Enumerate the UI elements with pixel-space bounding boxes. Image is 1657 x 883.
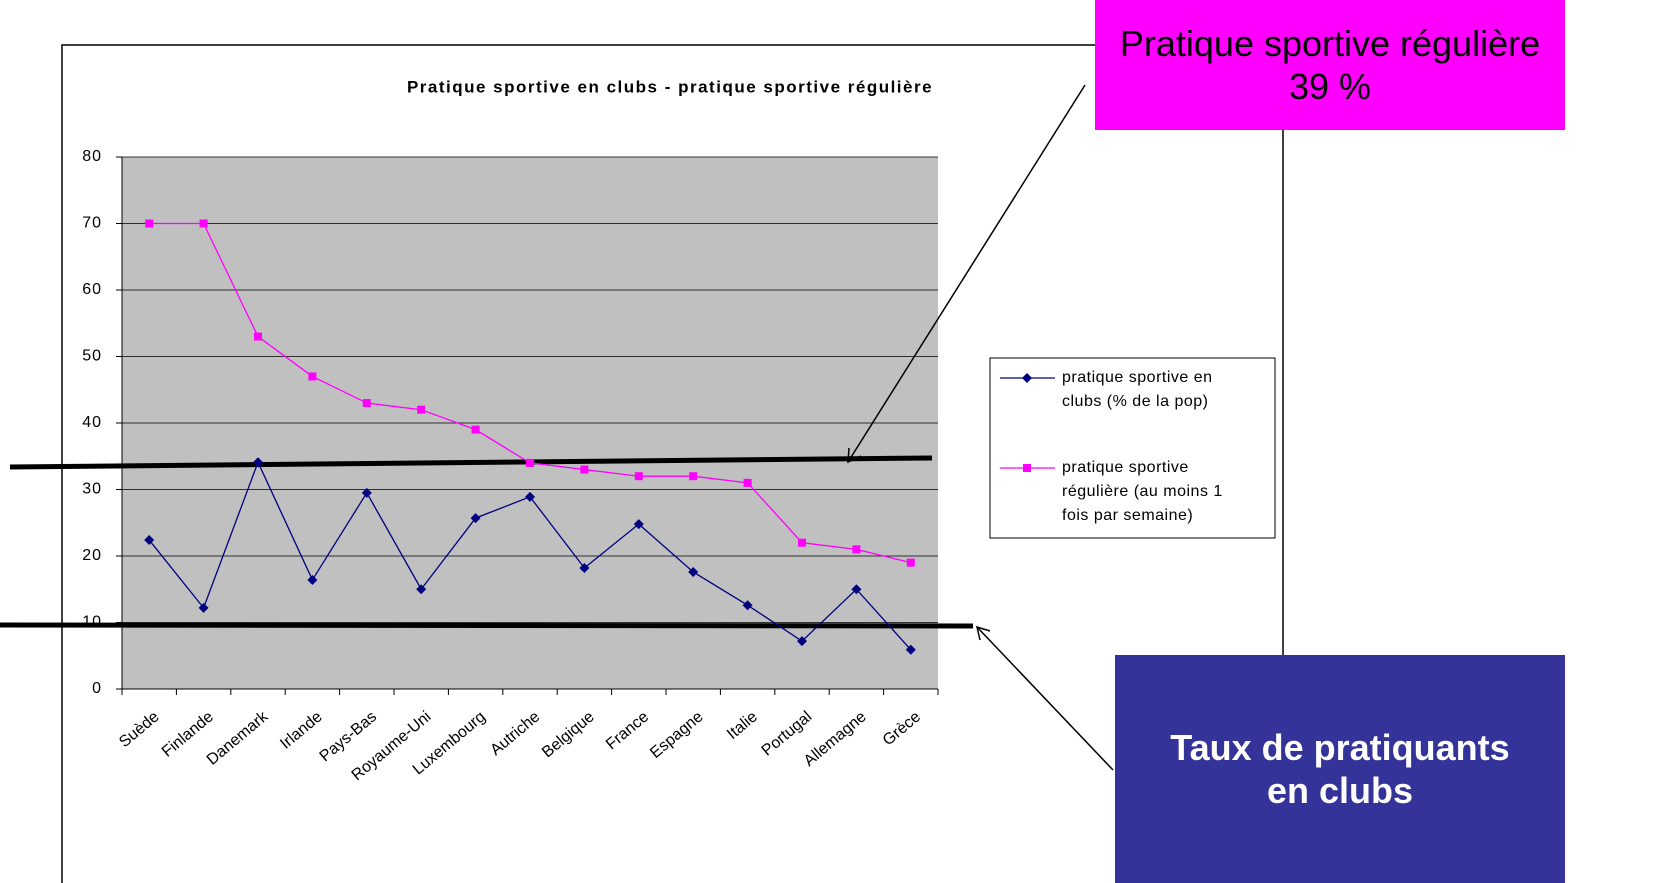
annotation: Pratique sportive régulière 39 % <box>1095 0 1565 130</box>
marker <box>253 457 263 468</box>
reference-line <box>9 455 933 470</box>
marker <box>470 513 481 524</box>
y-tick-label: 80 <box>82 148 102 165</box>
y-tick-label: 70 <box>82 215 102 232</box>
marker <box>525 491 535 502</box>
y-tick-label: 0 <box>92 680 102 697</box>
marker <box>471 425 480 434</box>
marker <box>307 574 318 585</box>
reference-line <box>0 622 974 629</box>
marker <box>633 519 644 530</box>
marker <box>416 584 427 595</box>
marker <box>145 219 154 228</box>
legend-label: pratique sportive régulière (au moins 1 fo… <box>1062 459 1223 524</box>
y-tick-label: 30 <box>82 481 102 498</box>
arrow <box>847 84 1114 771</box>
y-tick-label: 50 <box>82 348 102 365</box>
marker <box>362 399 371 408</box>
marker <box>579 562 590 573</box>
marker <box>852 545 861 554</box>
annotation: Taux de pratiquants en clubs <box>1115 655 1565 883</box>
marker <box>199 219 208 228</box>
marker <box>526 458 534 467</box>
marker <box>798 538 806 547</box>
marker <box>417 405 426 414</box>
y-tick-label: 10 <box>82 614 102 631</box>
marker <box>254 332 262 341</box>
marker <box>1022 373 1032 383</box>
marker <box>1023 464 1031 472</box>
legend <box>989 357 1276 539</box>
marker <box>851 584 862 595</box>
marker <box>742 600 753 611</box>
marker <box>198 602 209 613</box>
marker <box>905 644 916 655</box>
marker <box>688 566 699 577</box>
marker <box>580 465 589 474</box>
legend-label: pratique sportive en clubs (% de la pop) <box>1062 369 1213 410</box>
chart-title: Pratique sportive en clubs - pratique sp… <box>407 77 933 96</box>
marker <box>308 372 317 381</box>
marker <box>906 558 915 567</box>
y-tick-label: 40 <box>82 414 102 431</box>
marker <box>689 472 698 481</box>
y-tick-label: 60 <box>82 281 102 298</box>
marker <box>634 472 643 481</box>
marker <box>144 535 155 546</box>
marker <box>743 478 752 487</box>
marker <box>797 636 807 647</box>
marker <box>361 487 372 498</box>
y-tick-label: 20 <box>82 547 102 564</box>
